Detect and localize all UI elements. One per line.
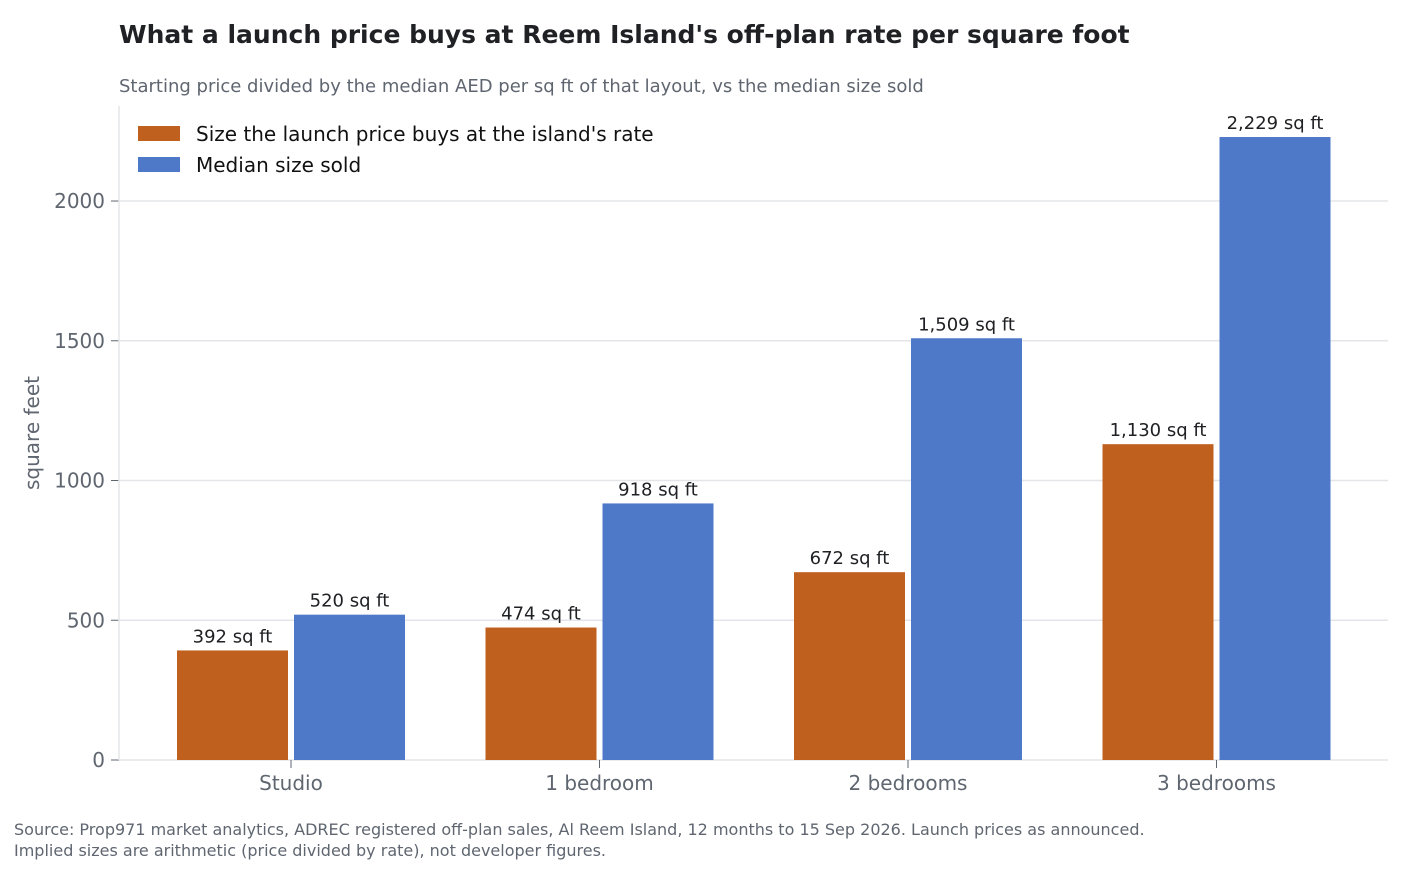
legend: Size the launch price buys at the island… (138, 122, 654, 177)
data-label: 1,509 sq ft (918, 314, 1015, 335)
data-labels: 392 sq ft 520 sq ft 474 sq ft 918 sq ft 672 … (193, 113, 1324, 647)
y-tick-label: 1000 (54, 469, 105, 493)
y-tick-label: 500 (67, 608, 105, 632)
legend-label: Median size sold (196, 153, 361, 177)
bar (602, 503, 714, 760)
bars (177, 137, 1331, 760)
source-note: Source: Prop971 market analytics, ADREC … (14, 819, 1394, 861)
x-tick-label: 3 bedrooms (1157, 771, 1276, 795)
data-label: 918 sq ft (618, 479, 698, 500)
data-label: 474 sq ft (501, 604, 581, 625)
data-label: 520 sq ft (310, 591, 390, 612)
bar (1102, 444, 1214, 760)
chart-title: What a launch price buys at Reem Island'… (119, 20, 1130, 49)
source-line-1: Source: Prop971 market analytics, ADREC … (14, 820, 1145, 839)
chart-subtitle: Starting price divided by the median AED… (119, 76, 924, 97)
chart: What a launch price buys at Reem Island'… (20, 20, 1388, 795)
bar (911, 338, 1022, 760)
x-tick-label: 1 bedroom (545, 771, 654, 795)
legend-label: Size the launch price buys at the island… (196, 122, 654, 146)
y-tick-label: 1500 (54, 329, 105, 353)
y-tick-label: 0 (92, 748, 105, 772)
legend-swatch (138, 126, 180, 141)
x-tick-label: Studio (259, 771, 323, 795)
data-label: 392 sq ft (193, 626, 273, 647)
data-label: 1,130 sq ft (1110, 420, 1207, 441)
x-tick-label: 2 bedrooms (849, 771, 968, 795)
y-tick-label: 2000 (54, 189, 105, 213)
bar (294, 614, 405, 760)
bar (485, 627, 597, 760)
y-axis-label: square feet (20, 376, 44, 490)
data-label: 2,229 sq ft (1227, 113, 1324, 134)
data-label: 672 sq ft (810, 548, 890, 569)
bar (794, 572, 905, 760)
source-line-2: Implied sizes are arithmetic (price divi… (14, 841, 607, 860)
bar (1219, 137, 1331, 760)
bar (177, 650, 288, 760)
legend-swatch (138, 157, 180, 172)
